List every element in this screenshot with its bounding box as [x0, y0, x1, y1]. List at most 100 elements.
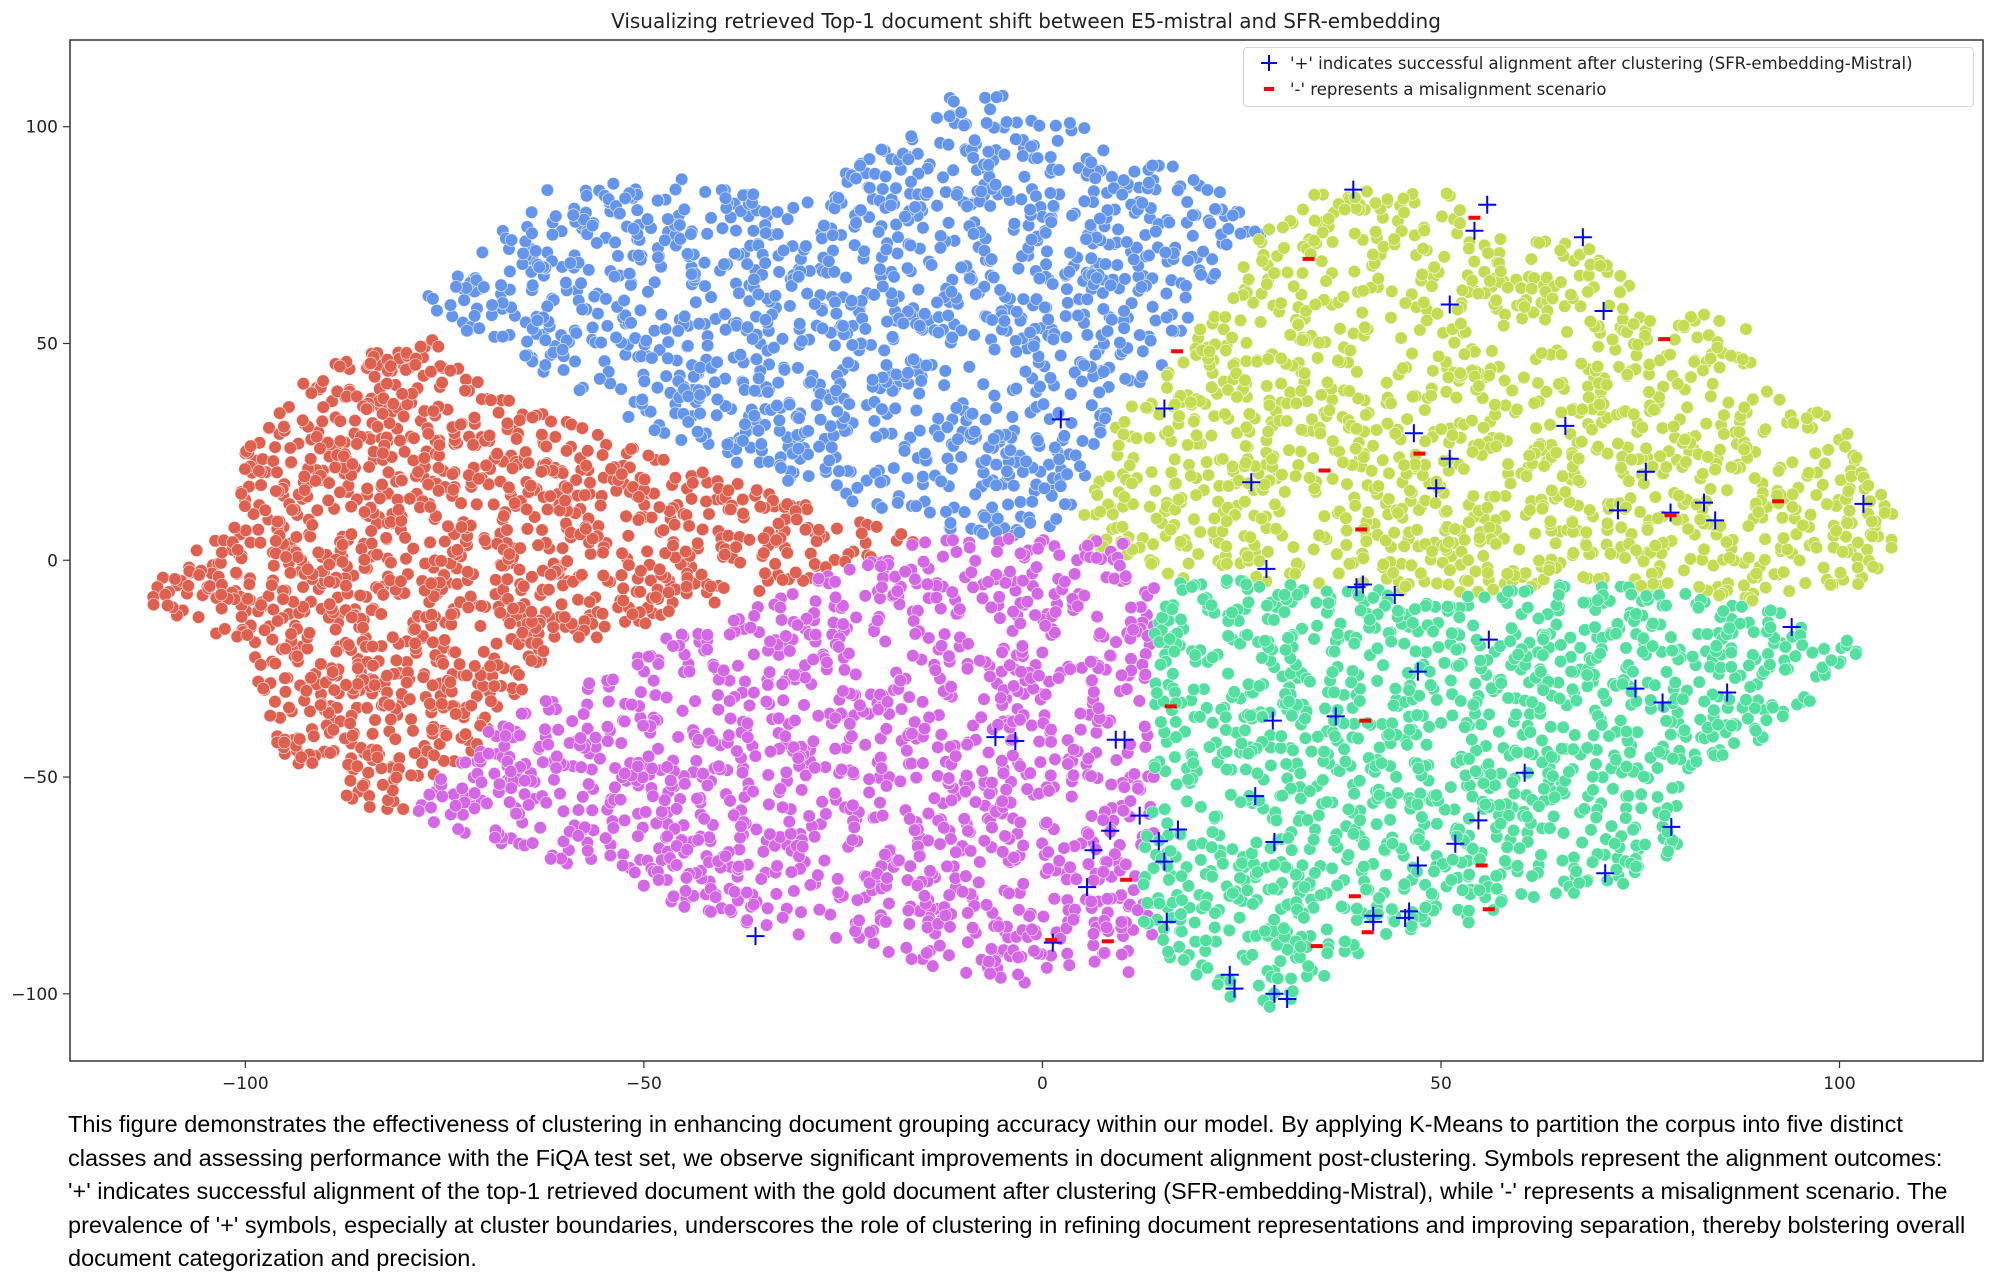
- cluster-4-point: [937, 627, 952, 641]
- cluster-2-point: [1014, 192, 1029, 207]
- cluster-3-point: [1482, 521, 1496, 535]
- cluster-3-point: [1736, 352, 1750, 366]
- cluster-3-point: [1191, 547, 1205, 561]
- cluster-2-point: [913, 319, 927, 333]
- cluster-1-point: [329, 644, 344, 659]
- cluster-4-point: [1114, 668, 1129, 683]
- cluster-2-point: [880, 314, 894, 329]
- cluster-1-point: [546, 620, 560, 634]
- cluster-2-point: [559, 276, 573, 290]
- cluster-3-point: [1591, 339, 1606, 354]
- cluster-2-point: [1149, 224, 1163, 239]
- cluster-2-point: [906, 352, 921, 367]
- cluster-3-point: [1199, 455, 1214, 469]
- cluster-2-point: [904, 175, 918, 189]
- cluster-3-point: [1437, 250, 1452, 264]
- cluster-4-point: [1100, 892, 1115, 906]
- cluster-2-point: [693, 360, 707, 375]
- cluster-1-point: [731, 477, 745, 491]
- cluster-1-point: [484, 393, 498, 407]
- cluster-2-point: [783, 299, 797, 313]
- cluster-1-point: [426, 635, 440, 650]
- cluster-4-point: [547, 773, 561, 787]
- cluster-3-point: [1350, 365, 1364, 379]
- cluster-2-point: [641, 285, 655, 299]
- cluster-2-point: [692, 317, 706, 331]
- cluster-2-point: [569, 326, 583, 340]
- cluster-4-point: [991, 718, 1005, 732]
- cluster-1-point: [416, 670, 431, 684]
- cluster-4-point: [614, 736, 629, 750]
- cluster-2-point: [606, 176, 621, 191]
- cluster-2-point: [518, 348, 533, 363]
- cluster-3-point: [1286, 279, 1301, 294]
- cluster-3-point: [1670, 377, 1685, 391]
- cluster-1-point: [333, 485, 347, 500]
- cluster-2-point: [585, 320, 600, 335]
- cluster-4-point: [503, 795, 517, 809]
- cluster-3-point: [1792, 553, 1807, 568]
- cluster-3-point: [1532, 236, 1547, 250]
- cluster-2-point: [781, 474, 795, 488]
- cluster-3-point: [1403, 484, 1417, 498]
- cluster-1-point: [265, 632, 280, 647]
- cluster-1-point: [269, 484, 283, 498]
- cluster-1-point: [316, 400, 331, 414]
- cluster-2-point: [817, 218, 831, 233]
- cluster-2-point: [1196, 244, 1210, 259]
- cluster-1-point: [644, 510, 659, 525]
- cluster-1-point: [305, 518, 320, 532]
- cluster-2-point: [1045, 277, 1060, 291]
- cluster-3-point: [1471, 286, 1485, 301]
- cluster-4-point: [571, 829, 586, 843]
- cluster-4-point: [711, 702, 726, 717]
- cluster-1-point: [615, 546, 629, 561]
- cluster-3-point: [1417, 223, 1432, 238]
- cluster-2-point: [839, 270, 853, 285]
- cluster-4-point: [518, 773, 532, 788]
- cluster-2-point: [1145, 158, 1160, 173]
- cluster-2-point: [745, 332, 760, 346]
- cluster-2-point: [587, 289, 602, 304]
- cluster-3-point: [1809, 488, 1824, 502]
- cluster-1-point: [411, 465, 425, 479]
- cluster-2-point: [594, 335, 608, 350]
- cluster-3-point: [1724, 349, 1738, 363]
- cluster-3-point: [1238, 439, 1253, 453]
- cluster-4-point: [984, 942, 999, 956]
- cluster-4-point: [1014, 665, 1028, 679]
- cluster-2-point: [631, 248, 646, 263]
- cluster-2-point: [1158, 245, 1173, 260]
- cluster-3-point: [1090, 488, 1105, 502]
- cluster-3-point: [1639, 441, 1653, 456]
- cluster-4-point: [961, 824, 975, 838]
- cluster-2-point: [1048, 440, 1062, 455]
- cluster-4-point: [1066, 742, 1081, 757]
- cluster-1-point: [386, 630, 400, 645]
- cluster-1-point: [435, 375, 449, 390]
- cluster-2-point: [545, 227, 560, 242]
- cluster-2-point: [954, 105, 968, 120]
- cluster-4-point: [682, 664, 697, 679]
- cluster-1-point: [267, 559, 281, 573]
- cluster-3-point: [1457, 347, 1472, 361]
- cluster-4-point: [646, 789, 660, 803]
- cluster-3-point: [1331, 353, 1345, 368]
- cluster-2-point: [538, 333, 553, 347]
- cluster-1-point: [289, 530, 304, 544]
- cluster-3-point: [1821, 443, 1836, 457]
- cluster-3-point: [1187, 512, 1201, 527]
- cluster-1-point: [333, 414, 348, 428]
- cluster-3-point: [1333, 322, 1347, 336]
- cluster-1-point: [575, 568, 589, 582]
- cluster-2-point: [836, 319, 850, 333]
- cluster-1-point: [656, 453, 671, 467]
- cluster-3-point: [1382, 466, 1396, 481]
- cluster-3-point: [1149, 511, 1164, 526]
- cluster-1-point: [328, 460, 342, 475]
- cluster-3-point: [1713, 443, 1727, 457]
- cluster-1-point: [343, 716, 357, 731]
- cluster-3-point: [1676, 319, 1691, 333]
- cluster-2-point: [1025, 495, 1039, 509]
- cluster-2-point: [1219, 237, 1234, 252]
